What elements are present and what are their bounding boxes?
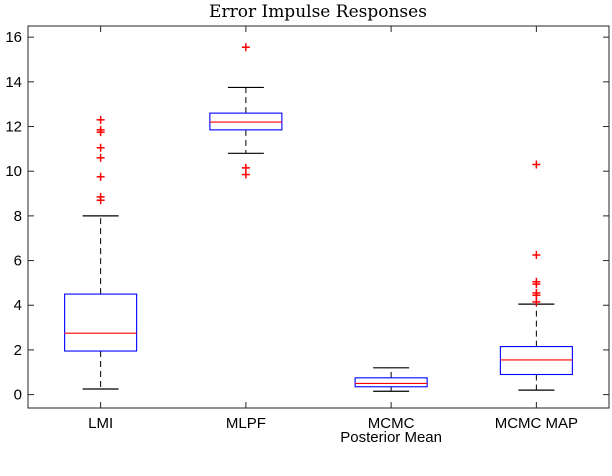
box-group <box>499 160 573 391</box>
y-tick-label: 10 <box>5 163 22 180</box>
outlier-marker <box>96 172 105 181</box>
x-tick-label: MCMC MAP <box>495 415 578 432</box>
x-tick-label: LMI <box>88 415 113 432</box>
outlier-marker <box>532 160 541 169</box>
box-iqr <box>499 346 573 376</box>
plot-area <box>27 25 610 409</box>
x-tick-label: MLPF <box>226 415 266 432</box>
box-iqr <box>354 377 428 388</box>
box-group <box>64 115 138 390</box>
outlier-marker <box>532 277 541 286</box>
box-iqr <box>64 293 138 352</box>
outlier-marker <box>96 115 105 124</box>
outlier-marker <box>96 143 105 152</box>
y-tick-label: 6 <box>14 253 22 270</box>
outlier-marker <box>532 297 541 306</box>
outlier-marker <box>96 153 105 162</box>
outlier-marker <box>532 288 541 297</box>
y-tick-label: 0 <box>14 387 22 404</box>
box-group <box>354 367 428 392</box>
boxes <box>64 43 573 392</box>
y-tick-label: 14 <box>5 74 22 91</box>
y-tick-label: 12 <box>5 119 22 136</box>
y-tick-label: 8 <box>14 208 22 225</box>
y-tick-label: 16 <box>5 29 22 46</box>
outlier-marker <box>532 250 541 259</box>
outlier-marker <box>96 192 105 201</box>
x-tick-label-line2: Posterior Mean <box>340 429 442 446</box>
outlier-marker <box>241 170 250 179</box>
chart-title: Error Impulse Responses <box>209 2 427 22</box>
outlier-marker <box>241 163 250 172</box>
y-axis: 0 2 4 6 8 10 12 14 16 <box>5 29 609 404</box>
y-tick-label: 2 <box>14 342 22 359</box>
outlier-marker <box>96 125 105 134</box>
box-iqr <box>209 112 283 131</box>
y-tick-label: 4 <box>14 297 22 314</box>
x-tick-label: MCMC <box>368 415 415 432</box>
plot-frame <box>27 25 610 409</box>
outlier-marker <box>241 43 250 52</box>
box-group <box>209 43 283 179</box>
